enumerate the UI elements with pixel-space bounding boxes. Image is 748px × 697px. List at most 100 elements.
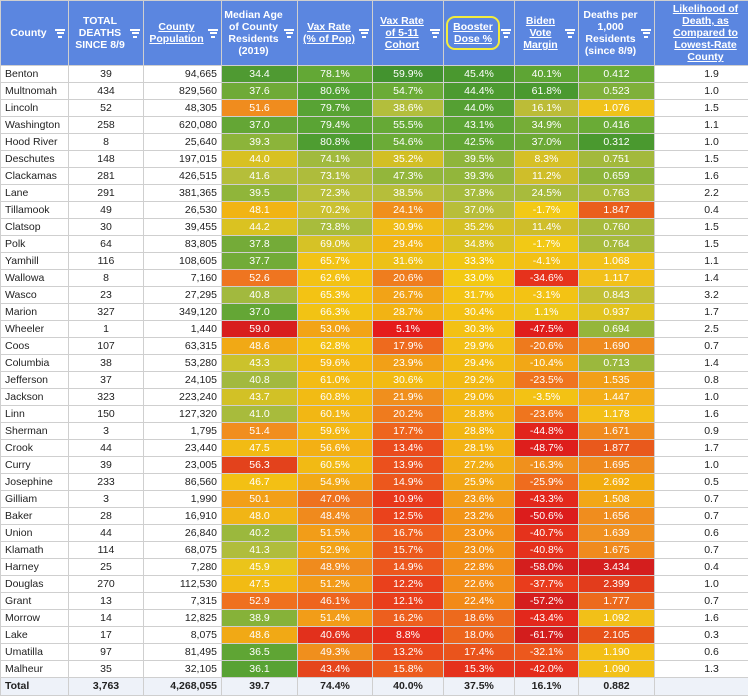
biden-margin-cell: 34.9% [514, 116, 579, 134]
total-deaths-cell: 14 [68, 609, 144, 627]
county-population-cell: 620,080 [143, 116, 222, 134]
biden-margin-cell: -3.1% [514, 286, 579, 304]
cohort-vax-rate-cell: 17.9% [372, 337, 444, 355]
filter-icon[interactable] [359, 27, 369, 39]
table-row: Wallowa 8 7,160 52.6 62.6% 20.6% 33.0% -34.6% 1.… [0, 269, 748, 287]
column-header-total-deaths[interactable]: TOTAL DEATHS SINCE 8/9 [68, 0, 144, 66]
vax-rate-cell: 66.3% [297, 303, 373, 321]
filter-icon[interactable] [565, 27, 575, 39]
total-deaths-cell: 1 [68, 320, 144, 338]
median-age-cell: 48.1 [221, 201, 298, 219]
total-deaths-cell: 25 [68, 558, 144, 576]
cohort-vax-rate-cell: 13.4% [372, 439, 444, 457]
table-row: Lincoln 52 48,305 51.6 79.7% 38.6% 44.0% 16.1% 1… [0, 99, 748, 117]
county-population-cell: 1,440 [143, 320, 222, 338]
deaths-per-1000-cell: 1.117 [578, 269, 655, 287]
vax-rate-cell: 48.4% [297, 507, 373, 525]
table-row: Multnomah 434 829,560 37.6 80.6% 54.7% 44.4% 61… [0, 82, 748, 100]
column-header-likelihood-of-death[interactable]: Likelihood of Death, as Compared to Lowe… [654, 0, 748, 66]
deaths-per-1000-cell: 1.508 [578, 490, 655, 508]
cohort-vax-rate-cell: 20.6% [372, 269, 444, 287]
county-name-cell: Clatsop [0, 218, 69, 236]
median-age-cell: 48.6 [221, 626, 298, 644]
table-body: Benton 39 94,665 34.4 78.1% 59.9% 45.4% 40.1% 0.… [0, 65, 748, 678]
column-header-label: Likelihood of Death, as Compared to Lowe… [656, 3, 748, 63]
table-row: Jefferson 37 24,105 40.8 61.0% 30.6% 29.2% -23.… [0, 371, 748, 389]
deaths-per-1000-cell: 1.690 [578, 337, 655, 355]
total-deaths-cell: 64 [68, 235, 144, 253]
filter-icon[interactable] [641, 27, 651, 39]
header-text: County Population [149, 21, 204, 45]
total-deaths-cell: 49 [68, 201, 144, 219]
cohort-vax-rate-cell: 24.1% [372, 201, 444, 219]
county-population-cell: 26,530 [143, 201, 222, 219]
county-population-cell: 86,560 [143, 473, 222, 491]
column-header-vax-rate[interactable]: Vax Rate (% of Pop) [297, 0, 373, 66]
column-header-county-population[interactable]: County Population [143, 0, 222, 66]
county-population-cell: 349,120 [143, 303, 222, 321]
biden-margin-cell: 40.1% [514, 65, 579, 83]
biden-margin-cell: 1.1% [514, 303, 579, 321]
table-row: Washington 258 620,080 37.0 79.4% 55.5% 43.1% 3… [0, 116, 748, 134]
column-header-median-age[interactable]: Median Age of County Residents (2019) [221, 0, 298, 66]
biden-margin-cell: -40.8% [514, 541, 579, 559]
county-population-cell: 23,440 [143, 439, 222, 457]
column-header-cohort-vax-rate[interactable]: Vax Rate of 5-11 Cohort [372, 0, 444, 66]
column-header-booster-dose[interactable]: Booster Dose % [443, 0, 515, 66]
vax-rate-cell: 61.0% [297, 371, 373, 389]
median-age-cell: 45.9 [221, 558, 298, 576]
county-name-cell: Columbia [0, 354, 69, 372]
county-name-cell: Tillamook [0, 201, 69, 219]
biden-margin-cell: -57.2% [514, 592, 579, 610]
filter-icon[interactable] [55, 27, 65, 39]
likelihood-of-death-cell: 0.4 [654, 201, 748, 219]
filter-icon[interactable] [208, 27, 218, 39]
header-text: Biden Vote Margin [523, 15, 558, 51]
median-age-cell: 37.6 [221, 82, 298, 100]
column-header-county[interactable]: County [0, 0, 69, 66]
likelihood-of-death-cell: 0.8 [654, 371, 748, 389]
column-header-deaths-per-1000[interactable]: Deaths per 1,000 Residents (since 8/9) [578, 0, 655, 66]
likelihood-of-death-cell: 1.3 [654, 660, 748, 678]
cohort-vax-rate-cell: 14.9% [372, 558, 444, 576]
table-row: Benton 39 94,665 34.4 78.1% 59.9% 45.4% 40.1% 0.… [0, 65, 748, 83]
likelihood-of-death-cell: 0.6 [654, 643, 748, 661]
likelihood-of-death-cell: 1.0 [654, 133, 748, 151]
likelihood-of-death-cell: 0.4 [654, 558, 748, 576]
deaths-per-1000-cell: 1.847 [578, 201, 655, 219]
filter-icon[interactable] [501, 27, 511, 39]
total-deaths-cell: 38 [68, 354, 144, 372]
filter-icon[interactable] [284, 27, 294, 39]
deaths-per-1000-cell: 0.312 [578, 133, 655, 151]
likelihood-of-death-cell: 1.7 [654, 303, 748, 321]
cohort-vax-rate-cell: 17.7% [372, 422, 444, 440]
county-name-cell: Lincoln [0, 99, 69, 117]
deaths-per-1000-cell: 0.523 [578, 82, 655, 100]
cohort-vax-rate-cell: 59.9% [372, 65, 444, 83]
table-row: Columbia 38 53,280 43.3 59.6% 23.9% 29.4% -10.4… [0, 354, 748, 372]
total-deaths-cell: 258 [68, 116, 144, 134]
booster-dose-cell: 37.8% [443, 184, 515, 202]
biden-margin-cell: 8.3% [514, 150, 579, 168]
likelihood-of-death-cell: 0.7 [654, 507, 748, 525]
vax-rate-cell: 60.1% [297, 405, 373, 423]
vax-rate-cell: 65.7% [297, 252, 373, 270]
county-name-cell: Deschutes [0, 150, 69, 168]
column-header-biden-margin[interactable]: Biden Vote Margin [514, 0, 579, 66]
booster-dose-cell: 31.7% [443, 286, 515, 304]
deaths-per-1000-cell: 1.639 [578, 524, 655, 542]
table-row: Lane 291 381,365 39.5 72.3% 38.5% 37.8% 24.5% 0.… [0, 184, 748, 202]
vax-rate-cell: 60.8% [297, 388, 373, 406]
median-age-cell: 39.5 [221, 184, 298, 202]
county-name-cell: Marion [0, 303, 69, 321]
column-header-label: Vax Rate of 5-11 Cohort [374, 15, 443, 51]
county-population-cell: 48,305 [143, 99, 222, 117]
county-population-cell: 39,455 [143, 218, 222, 236]
booster-dose-cell: 29.9% [443, 337, 515, 355]
filter-icon[interactable] [130, 27, 140, 39]
deaths-per-1000-cell: 1.671 [578, 422, 655, 440]
median-age-cell: 36.1 [221, 660, 298, 678]
vax-rate-cell: 40.6% [297, 626, 373, 644]
booster-dose-cell: 29.4% [443, 354, 515, 372]
filter-icon[interactable] [430, 27, 440, 39]
